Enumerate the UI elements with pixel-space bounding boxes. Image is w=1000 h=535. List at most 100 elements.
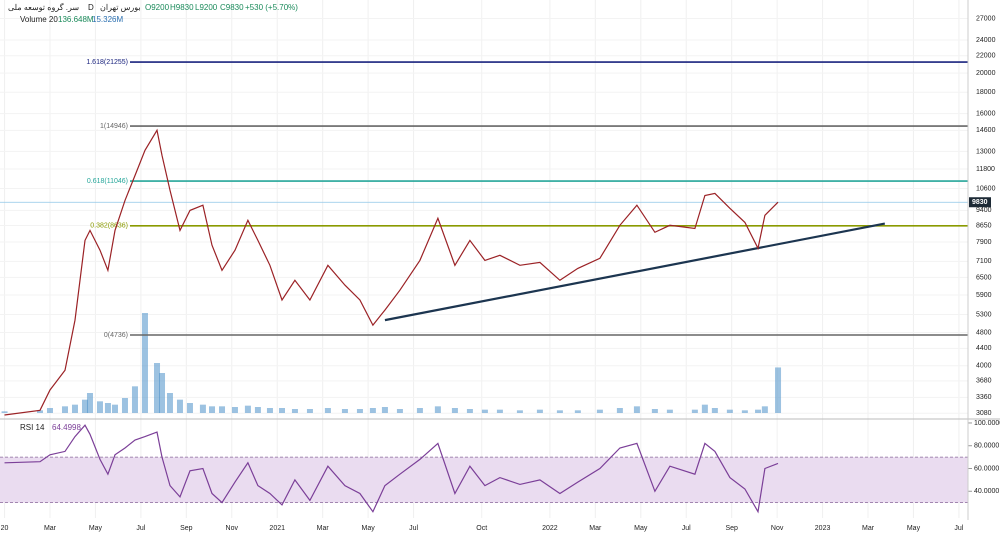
y-tick-label: 5900 (976, 292, 992, 299)
x-tick-label: May (634, 525, 648, 532)
x-tick-label: Sep (725, 525, 738, 532)
volume-bar (104, 403, 111, 413)
fib-label: 0(4736) (104, 332, 128, 339)
volume-bar (159, 373, 166, 413)
symbol: سر. گروه توسعه ملی (8, 2, 79, 12)
interval: D (88, 3, 94, 12)
exchange: بورس تهران (100, 3, 141, 12)
volume-bar (291, 409, 298, 413)
x-tick-label: Jul (409, 525, 418, 532)
y-tick-label: 4800 (976, 329, 992, 336)
rsi-line (4, 424, 779, 514)
volume-bar (341, 409, 348, 413)
volume-bar (61, 406, 68, 413)
volume-bar (755, 409, 762, 413)
volume-bar (666, 409, 673, 413)
volume-bar (691, 409, 698, 413)
y-tick-label: 9400 (976, 207, 992, 214)
volume-bar (775, 367, 782, 413)
volume-bar (416, 408, 423, 413)
x-tick-label: Jul (682, 525, 691, 532)
volume-bar (209, 406, 216, 413)
volume-bar (651, 409, 658, 413)
x-tick-label: Mar (317, 525, 330, 532)
x-tick-label: May (89, 525, 103, 532)
volume-bar (1, 411, 8, 413)
y-tick-label: 3360 (976, 394, 992, 401)
volume-bar (46, 408, 53, 413)
volume-bar (381, 407, 388, 413)
y-tick-label: 27000 (976, 15, 996, 22)
x-tick-label: Nov (771, 525, 784, 532)
last-price-box (969, 197, 991, 208)
volume-bar (186, 403, 193, 413)
fib-label: 1.618(21255) (86, 59, 128, 66)
x-tick-label: 20 (1, 525, 9, 532)
rsi-value: 64.4998 (52, 423, 81, 432)
y-tick-label: 7100 (976, 258, 992, 265)
x-tick-label: Mar (44, 525, 57, 532)
x-tick-label: May (361, 525, 375, 532)
volume-bar (231, 407, 238, 413)
volume-bar (199, 404, 206, 413)
x-tick-label: 2022 (542, 525, 558, 532)
rsi-tick-label: 60.0000 (974, 465, 999, 472)
volume-bar (244, 405, 251, 413)
rsi-band (0, 457, 968, 503)
y-tick-label: 14600 (976, 127, 996, 134)
x-tick-label: Oct (476, 525, 487, 532)
volume-bar (466, 409, 473, 413)
x-tick-label: Nov (226, 525, 239, 532)
volume-bar (451, 408, 458, 413)
volume-bar (324, 408, 331, 413)
volume-bar (516, 410, 523, 413)
y-tick-label: 10600 (976, 185, 996, 192)
volume-bar (616, 408, 623, 413)
y-tick-label: 7900 (976, 239, 992, 246)
volume-bar (574, 410, 581, 413)
volume-bar (536, 409, 543, 413)
volume-label: Volume 20 (20, 15, 58, 24)
volume-bar (154, 363, 161, 413)
x-tick-label: Jul (954, 525, 963, 532)
volume-bar (396, 409, 403, 413)
rsi-title: RSI 14 (20, 423, 45, 432)
volume-bar (761, 406, 768, 413)
y-tick-label: 20000 (976, 70, 996, 77)
y-tick-label: 24000 (976, 37, 996, 44)
volume-ma: 15.326M (92, 15, 123, 24)
trendline (384, 222, 886, 322)
x-tick-label: Jul (136, 525, 145, 532)
volume-bar (741, 410, 748, 413)
rsi-tick-label: 40.0000 (974, 488, 999, 495)
volume-bar (278, 408, 285, 413)
volume-bar (96, 401, 103, 413)
volume-bar (356, 409, 363, 413)
rsi-tick-label: 80.0000 (974, 443, 999, 450)
ohlc-high: H9830 (170, 3, 194, 12)
x-tick-label: Sep (180, 525, 193, 532)
x-tick-label: Mar (589, 525, 602, 532)
volume-bar (596, 409, 603, 413)
volume-bar (254, 407, 261, 413)
volume-bar (369, 408, 376, 413)
volume-bar (71, 404, 78, 413)
volume-bar (726, 409, 733, 413)
volume-bar (496, 409, 503, 413)
volume-bar (306, 409, 313, 413)
volume-bar (556, 410, 563, 413)
header: سر. گروه توسعه ملی D بورس تهران O9200 H9… (8, 2, 298, 24)
volume-bar (266, 408, 273, 413)
fib-label: 0.618(11046) (87, 178, 128, 185)
volume-bar (141, 313, 148, 413)
volume-bar (121, 398, 128, 413)
fib-label: 1(14946) (100, 123, 128, 130)
volume-bar (481, 409, 488, 413)
volume-bar (81, 399, 88, 413)
volume-bar (176, 399, 183, 413)
x-tick-label: 2021 (269, 525, 285, 532)
ohlc-change: +530 (+5.70%) (245, 3, 298, 12)
volume-bar (434, 406, 441, 413)
